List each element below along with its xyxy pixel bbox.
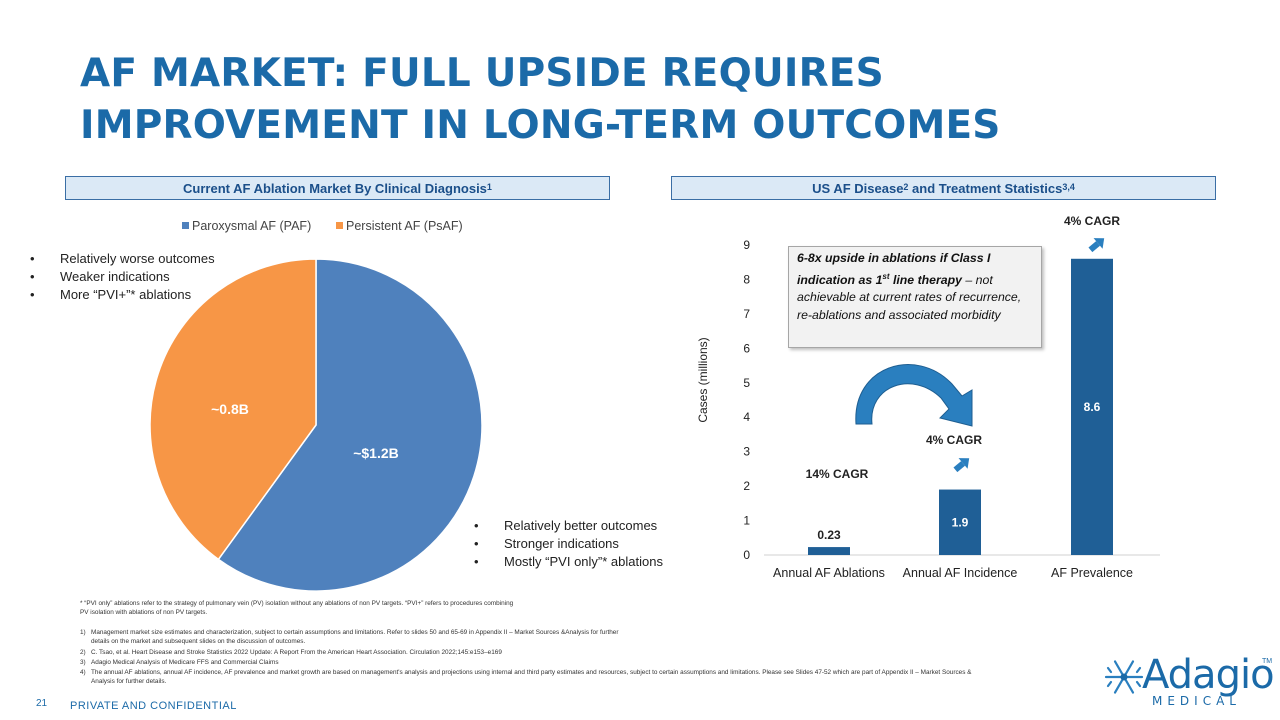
- bar: [939, 489, 981, 555]
- y-axis-ticks: 0 1 2 3 4 5 6 7 8 9: [743, 238, 750, 562]
- logo-wordmark: Adagio: [1142, 652, 1275, 698]
- page-number: 21: [36, 698, 48, 709]
- list-item: • Mostly “PVI only”* ablations: [474, 554, 663, 569]
- confidential-label: PRIVATE AND CONFIDENTIAL: [70, 700, 237, 712]
- cagr-label-prevalence: 4% CAGR: [1064, 214, 1120, 228]
- y-tick-label: 0: [743, 548, 750, 562]
- upside-callout: 6-8x upside in ablations if Class I indi…: [788, 246, 1042, 348]
- footnote-num: 3): [80, 659, 86, 666]
- list-item: • Weaker indications: [30, 269, 170, 284]
- page-title: AF MARKET: FULL UPSIDE REQUIRES IMPROVEM…: [80, 51, 1001, 148]
- list-item: • Relatively better outcomes: [474, 518, 658, 533]
- footnote-text: The annual AF ablations, annual AF incid…: [91, 669, 972, 685]
- adagio-logo-icon: [1104, 660, 1144, 694]
- legend-swatch-psaf: [336, 222, 343, 229]
- logo-trademark: TM: [1262, 658, 1273, 665]
- pie-slice-paf: [217, 258, 483, 592]
- list-item: • Stronger indications: [474, 536, 619, 551]
- y-tick-label: 4: [743, 410, 750, 424]
- bar: [808, 547, 850, 555]
- pie-label-paf: ~$1.2B: [353, 445, 399, 461]
- footnote-text: Management market size estimates and cha…: [91, 629, 619, 645]
- left-panel-header-text: Current AF Ablation Market By Clinical D…: [183, 180, 487, 196]
- y-tick-label: 2: [743, 479, 750, 493]
- y-tick-label: 3: [743, 445, 750, 459]
- footnote-star: * “PVI only” ablations refer to the stra…: [80, 600, 514, 616]
- x-tick-incidence: Annual AF Incidence: [903, 566, 1018, 580]
- left-panel-header-sup: 1: [486, 182, 492, 192]
- footnote-num: 1): [80, 629, 86, 636]
- footnote-num: 2): [80, 649, 86, 656]
- x-tick-prevalence: AF Prevalence: [1051, 566, 1133, 580]
- y-tick-label: 8: [743, 272, 750, 286]
- bar-value-label: 1.9: [952, 515, 969, 529]
- right-panel-header: US AF Disease 2 and Treatment Statistics 3…: [671, 176, 1216, 200]
- logo-subtitle: MEDICAL: [1152, 694, 1241, 708]
- legend-swatch-paf: [182, 222, 189, 229]
- bar: [1071, 258, 1113, 555]
- y-axis-label: Cases (millions): [696, 337, 710, 422]
- y-tick-label: 7: [743, 307, 750, 321]
- footnote-text: C. Tsao, et al. Heart Disease and Stroke…: [91, 649, 502, 656]
- callout-sup: st: [882, 271, 890, 281]
- left-panel-header: Current AF Ablation Market By Clinical D…: [65, 176, 610, 200]
- y-tick-label: 1: [743, 514, 750, 528]
- legend-label-paf: Paroxysmal AF (PAF): [192, 219, 311, 233]
- right-panel-header-sup2: 3,4: [1062, 182, 1075, 192]
- y-tick-label: 5: [743, 376, 750, 390]
- x-tick-ablations: Annual AF Ablations: [773, 566, 885, 580]
- footnote-num: 4): [80, 669, 86, 676]
- up-arrow-icon: [1088, 238, 1105, 253]
- list-item: • Relatively worse outcomes: [30, 251, 215, 266]
- y-tick-label: 6: [743, 341, 750, 355]
- callout-bold-2: line therapy: [889, 272, 962, 287]
- list-item: • More “PVI+”* ablations: [30, 287, 192, 302]
- right-panel-header-mid: and Treatment Statistics: [908, 180, 1063, 196]
- cagr-label-ablations: 14% CAGR: [806, 467, 869, 481]
- callout-bold-1: 6-8x upside in ablations if Class I indi…: [797, 251, 991, 287]
- curved-arrow-icon: [855, 364, 973, 427]
- bar-value-label: 0.23: [817, 528, 841, 542]
- y-tick-label: 9: [743, 238, 750, 252]
- pie-label-psaf: ~0.8B: [211, 401, 249, 417]
- legend-label-psaf: Persistent AF (PsAF): [346, 219, 463, 233]
- callout-text: – not achievable at current rates of rec…: [797, 272, 1022, 322]
- bar-value-label: 8.6: [1084, 400, 1101, 414]
- bullets-top: • Relatively worse outcomes • Weaker indic…: [30, 250, 215, 304]
- bullets-bottom: • Relatively better outcomes • Stronger in…: [474, 517, 663, 571]
- bar-group: 0.23 1.9 8.6: [808, 258, 1113, 555]
- cagr-label-incidence: 4% CAGR: [926, 433, 982, 447]
- up-arrow-icon: [953, 458, 970, 473]
- right-panel-header-pre: US AF Disease: [812, 180, 904, 196]
- footnote-text: Adagio Medical Analysis of Medicare FFS …: [91, 659, 279, 666]
- right-panel-header-sup1: 2: [903, 182, 909, 192]
- pie-slice-psaf: [149, 258, 317, 561]
